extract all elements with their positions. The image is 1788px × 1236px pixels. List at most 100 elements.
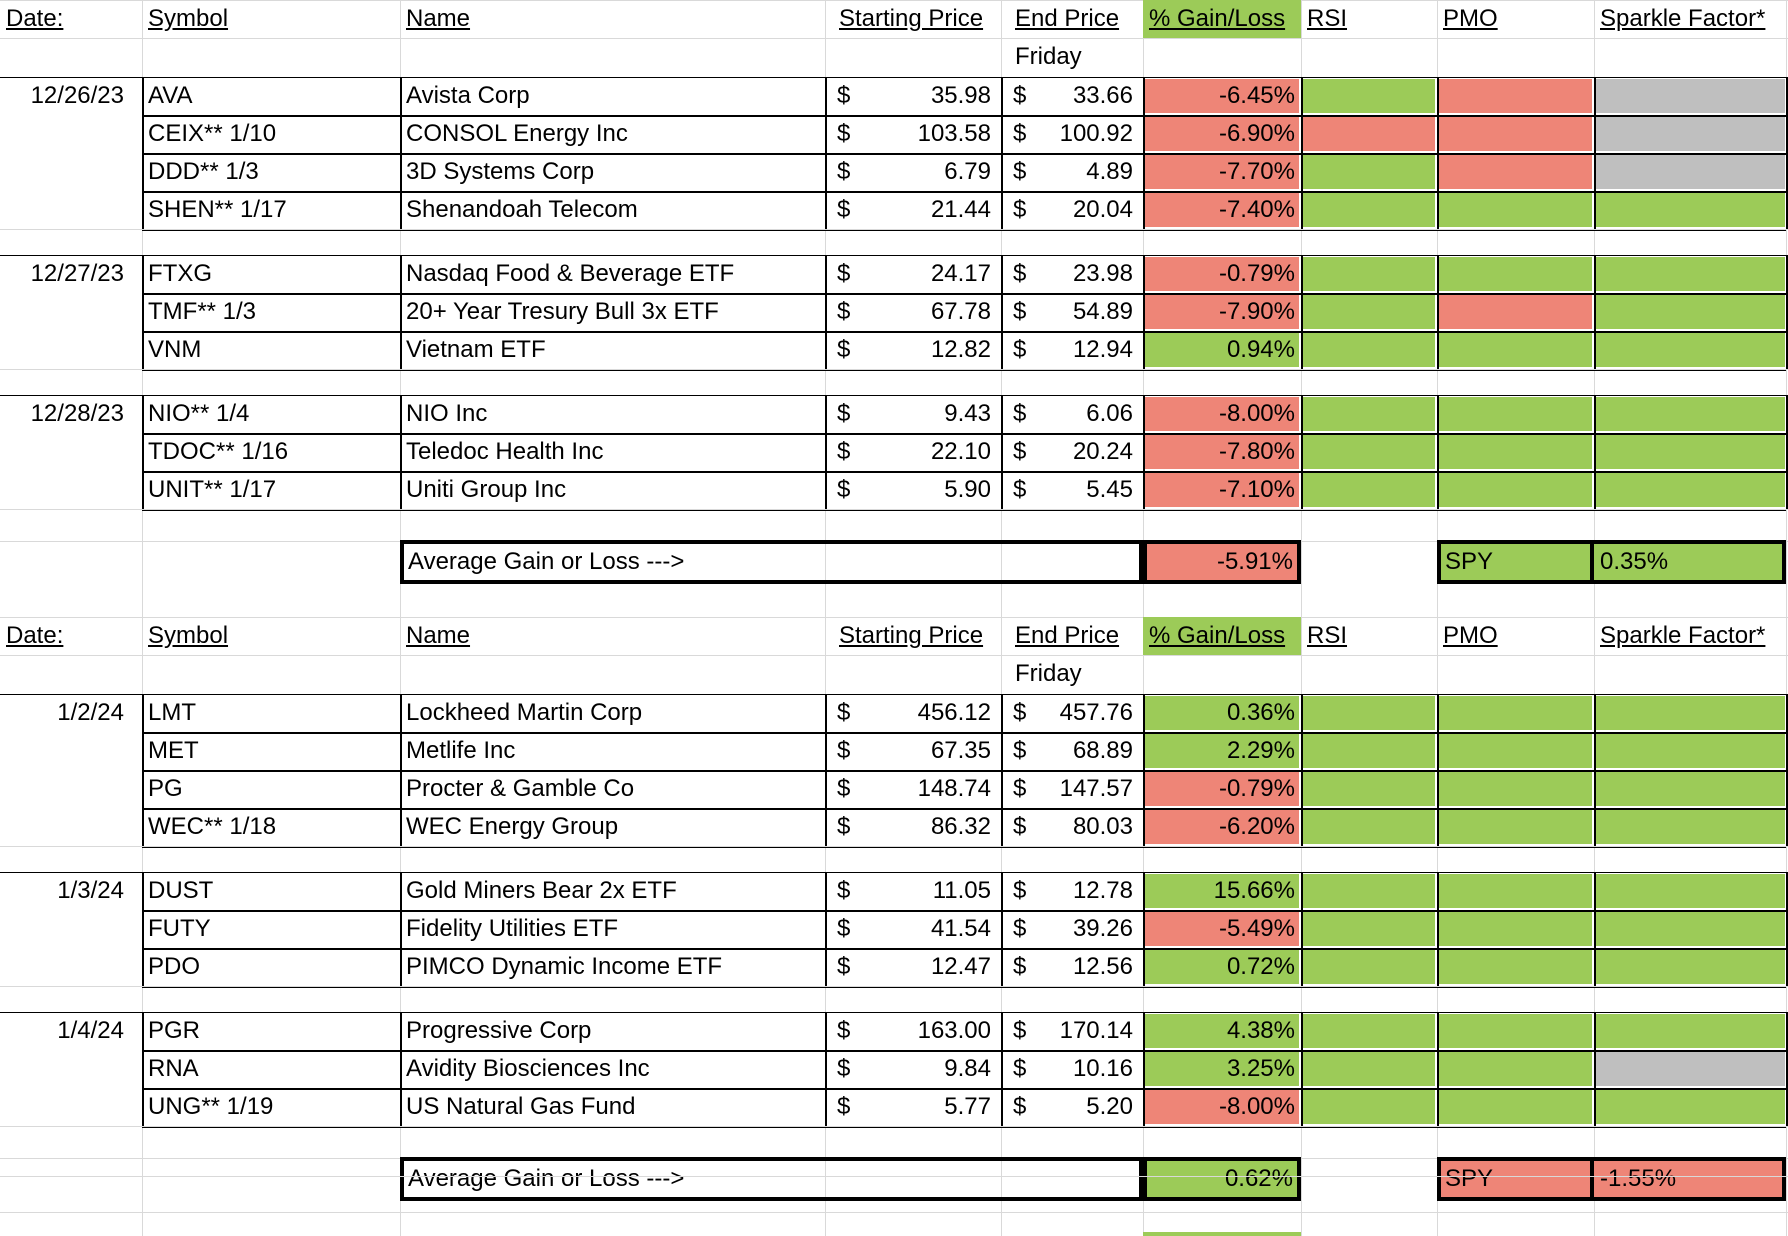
cell-border (1001, 331, 1003, 369)
cell-border (825, 395, 827, 433)
cell-border (1594, 1050, 1596, 1088)
pmo-status-fill (1438, 1090, 1592, 1124)
table-row (142, 115, 1786, 155)
starting-price-cell: 86.32 (930, 813, 991, 840)
name-cell: Gold Miners Bear 2x ETF (406, 877, 677, 904)
grid-column-line (1786, 0, 1787, 1236)
grid-column-line (1594, 0, 1595, 1236)
pmo-status-fill (1438, 772, 1592, 806)
rsi-status-fill (1302, 696, 1435, 730)
currency-symbol: $ (837, 196, 851, 223)
table-row (142, 433, 1786, 473)
name-cell: Avista Corp (406, 82, 530, 109)
name-cell: Vietnam ETF (406, 336, 546, 363)
cell-border (825, 255, 827, 293)
cell-border (142, 115, 144, 153)
rsi-status-fill (1302, 1014, 1435, 1048)
currency-symbol: $ (1013, 196, 1027, 223)
end-price-cell: 5.20 (1086, 1093, 1133, 1120)
gain-loss-cell: -5.49% (1218, 915, 1295, 942)
cell-border (1143, 433, 1145, 471)
cell-border (142, 872, 144, 910)
rsi-status-fill (1302, 117, 1435, 151)
currency-symbol: $ (837, 438, 851, 465)
name-cell: Lockheed Martin Corp (406, 699, 643, 726)
sp-status-fill (1595, 772, 1785, 806)
grid-column-line (142, 0, 143, 1236)
currency-symbol: $ (1013, 915, 1027, 942)
cell-border (1786, 910, 1788, 948)
currency-symbol: $ (837, 953, 851, 980)
name-cell: Procter & Gamble Co (406, 775, 635, 802)
end-price-cell: 68.89 (1072, 737, 1133, 764)
cell-border (1594, 255, 1596, 293)
symbol-cell: LMT (148, 699, 196, 726)
grid-row-line (0, 1126, 1788, 1127)
gain-loss-cell: 2.29% (1226, 737, 1295, 764)
symbol-cell: CEIX** 1/10 (148, 120, 277, 147)
spy-value: -1.55% (1600, 1165, 1677, 1192)
gain-fill (1144, 1090, 1299, 1124)
cell-border (400, 191, 402, 229)
end-price-cell: 80.03 (1072, 813, 1133, 840)
rsi-status-fill (1302, 734, 1435, 768)
pmo-status-fill (1438, 117, 1592, 151)
table-row (142, 331, 1786, 371)
header-symbol: Symbol (148, 622, 229, 649)
cell-border (1786, 153, 1788, 191)
cell-border (1301, 948, 1303, 986)
starting-price-cell: 103.58 (917, 120, 991, 147)
end-price-cell: 147.57 (1059, 775, 1133, 802)
table-row (142, 77, 1786, 117)
end-price-cell: 100.92 (1059, 120, 1133, 147)
cell-border (825, 694, 827, 732)
table-row (142, 1088, 1786, 1128)
cell-border (1437, 395, 1439, 433)
header-pmo: PMO (1443, 622, 1498, 649)
gain-fill (1144, 397, 1299, 431)
gain-fill (1144, 950, 1299, 984)
rsi-status-fill (1302, 79, 1435, 113)
group-date-row-border (0, 395, 142, 434)
cell-border (1301, 115, 1303, 153)
sp-status-fill (1595, 810, 1785, 844)
symbol-cell: WEC** 1/18 (148, 813, 277, 840)
currency-symbol: $ (1013, 120, 1027, 147)
cell-border (400, 1050, 402, 1088)
cell-border (400, 808, 402, 846)
end-price-cell: 33.66 (1072, 82, 1133, 109)
cell-border (1143, 1088, 1145, 1126)
header-sparkle-factor: Sparkle Factor* (1600, 622, 1766, 649)
gain-fill (1144, 874, 1299, 908)
cell-border (1437, 808, 1439, 846)
rsi-status-fill (1302, 333, 1435, 367)
rsi-status-fill (1302, 257, 1435, 291)
end-price-cell: 39.26 (1072, 915, 1133, 942)
cell-border (1301, 77, 1303, 115)
currency-symbol: $ (1013, 298, 1027, 325)
group-date: 1/2/24 (57, 699, 124, 726)
cell-border (1786, 1088, 1788, 1126)
cell-border (1437, 153, 1439, 191)
gain-loss-cell: -0.79% (1218, 775, 1295, 802)
cell-border (142, 1012, 144, 1050)
header-pmo: PMO (1443, 5, 1498, 32)
cell-border (1594, 948, 1596, 986)
header-name: Name (406, 622, 471, 649)
sp-status-fill (1595, 193, 1785, 227)
cell-border (1786, 471, 1788, 509)
currency-symbol: $ (837, 82, 851, 109)
currency-symbol: $ (1013, 1093, 1027, 1120)
end-price-cell: 10.16 (1072, 1055, 1133, 1082)
gain-loss-cell: -7.10% (1218, 476, 1295, 503)
pmo-status-fill (1438, 1052, 1592, 1086)
rsi-status-fill (1302, 772, 1435, 806)
cell-border (400, 910, 402, 948)
cell-border (142, 1088, 144, 1126)
group-date-row-border (0, 694, 142, 733)
pmo-status-fill (1438, 295, 1592, 329)
cell-border (1301, 910, 1303, 948)
currency-symbol: $ (837, 1093, 851, 1120)
rsi-status-fill (1302, 912, 1435, 946)
rsi-status-fill (1302, 810, 1435, 844)
